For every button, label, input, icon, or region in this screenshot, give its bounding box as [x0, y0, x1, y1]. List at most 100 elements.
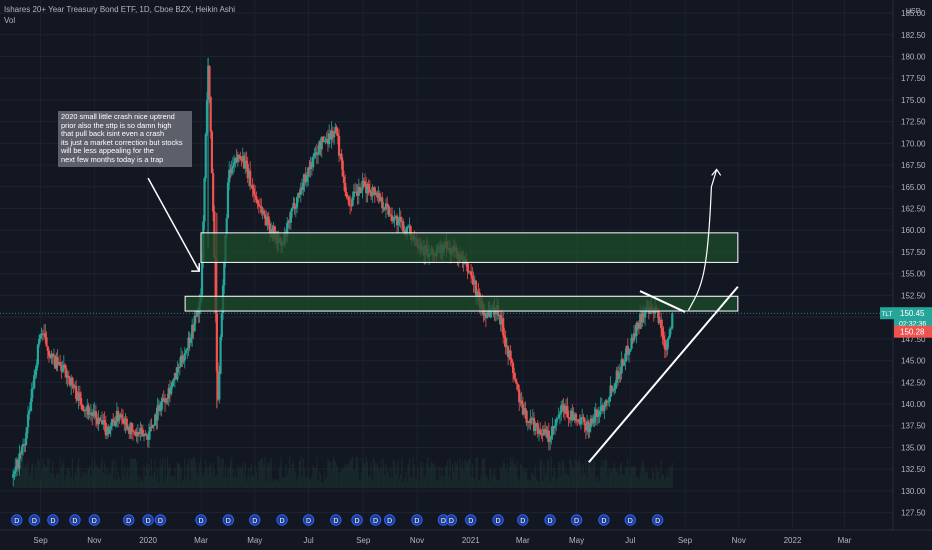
- dividend-marker[interactable]: D: [492, 514, 504, 526]
- dividend-marker[interactable]: D: [142, 514, 154, 526]
- candle-body: [366, 183, 369, 194]
- candle-body: [168, 387, 172, 394]
- volume-bar: [68, 468, 70, 488]
- dividend-marker[interactable]: D: [88, 514, 101, 526]
- dividend-marker[interactable]: D: [570, 514, 583, 526]
- candle-body: [197, 310, 200, 315]
- volume-bar: [324, 479, 327, 488]
- volume-bar: [197, 475, 199, 488]
- dividend-marker-glyph: D: [72, 518, 77, 525]
- supply-zone[interactable]: [184, 295, 739, 312]
- candle-body: [33, 375, 36, 388]
- dividend-marker[interactable]: D: [411, 514, 423, 526]
- dividend-marker[interactable]: D: [69, 514, 81, 526]
- dividend-marker-circle: [222, 514, 235, 526]
- candle-body: [98, 417, 101, 422]
- dividend-marker[interactable]: D: [222, 514, 235, 526]
- dividend-marker[interactable]: D: [154, 514, 167, 526]
- dividend-marker[interactable]: D: [195, 514, 207, 526]
- volume-bar: [492, 473, 494, 488]
- dividend-marker[interactable]: D: [276, 514, 288, 526]
- y-tick-label: 182.50: [901, 31, 926, 40]
- dividend-marker[interactable]: D: [47, 514, 59, 526]
- dividend-marker[interactable]: D: [369, 514, 382, 526]
- volume-bar: [243, 472, 245, 488]
- candle-body: [403, 230, 406, 232]
- dividend-marker[interactable]: D: [123, 514, 135, 526]
- volume-label[interactable]: Vol: [4, 16, 16, 25]
- candle-body: [540, 433, 543, 435]
- dividend-marker[interactable]: D: [302, 514, 315, 526]
- dividend-marker[interactable]: D: [351, 514, 363, 526]
- trendline[interactable]: [588, 286, 739, 463]
- volume-bar: [533, 476, 535, 488]
- candle-body: [261, 210, 264, 213]
- volume-bar: [461, 460, 464, 488]
- dividend-marker[interactable]: D: [624, 514, 637, 526]
- dividend-marker[interactable]: D: [11, 514, 23, 526]
- volume-bar: [360, 473, 362, 488]
- dividend-marker[interactable]: D: [330, 514, 342, 526]
- volume-bar: [646, 471, 649, 488]
- dividend-marker[interactable]: D: [465, 514, 477, 526]
- candle-body: [56, 357, 59, 365]
- dividend-marker[interactable]: D: [445, 514, 458, 526]
- volume-bar: [323, 471, 325, 488]
- candle-body: [191, 324, 194, 338]
- candle-body: [582, 417, 585, 419]
- volume-bar: [259, 460, 261, 488]
- candle-body: [361, 180, 364, 191]
- dividend-marker[interactable]: D: [249, 514, 261, 526]
- candle-body: [562, 404, 565, 411]
- candle-body: [252, 188, 255, 195]
- volume-bar: [131, 459, 133, 488]
- candle-body: [323, 141, 326, 143]
- dividend-marker-glyph: D: [50, 518, 55, 525]
- candle-body: [341, 160, 344, 177]
- annotation-note[interactable]: 2020 small little crash nice uptrend pri…: [58, 111, 192, 167]
- dividend-marker[interactable]: D: [598, 514, 610, 526]
- dividend-marker[interactable]: D: [651, 514, 664, 526]
- trendline[interactable]: [639, 290, 686, 313]
- candle-body: [292, 203, 295, 208]
- candle-body: [503, 335, 506, 338]
- candle-body: [160, 402, 163, 411]
- projection-arrow[interactable]: [687, 169, 718, 311]
- candle-body: [357, 187, 360, 196]
- volume-bar: [210, 462, 212, 488]
- volume-bar: [329, 462, 332, 488]
- volume-bar: [579, 456, 581, 488]
- volume-bar: [624, 466, 626, 488]
- dividend-marker[interactable]: D: [517, 514, 529, 526]
- volume-bar: [294, 471, 296, 488]
- volume-bar: [567, 475, 570, 488]
- dividend-marker-glyph: D: [441, 518, 446, 525]
- volume-bar: [180, 469, 182, 488]
- supply-zone[interactable]: [200, 232, 739, 263]
- y-tick-label: 157.50: [901, 248, 926, 257]
- candle-body: [257, 204, 260, 207]
- volume-bar: [322, 481, 324, 488]
- volume-bar: [614, 468, 617, 488]
- candle-body: [186, 348, 189, 351]
- volume-bar: [17, 463, 19, 488]
- dividend-marker-glyph: D: [468, 518, 473, 525]
- candle-body: [524, 408, 527, 411]
- candle-body: [54, 355, 57, 369]
- candle-body: [391, 215, 394, 222]
- dividend-marker[interactable]: D: [28, 514, 41, 526]
- pointer-arrow[interactable]: [147, 177, 200, 272]
- candle-body: [103, 420, 106, 423]
- volume-bar: [389, 477, 391, 488]
- dividend-marker-circle: [276, 514, 288, 526]
- dividend-marker[interactable]: D: [544, 514, 556, 526]
- y-tick-label: 180.00: [901, 52, 926, 61]
- symbol-title[interactable]: Ishares 20+ Year Treasury Bond ETF, 1D, …: [4, 5, 236, 14]
- candle-body: [97, 417, 100, 425]
- candle-body: [50, 353, 53, 358]
- volume-bar: [581, 474, 583, 488]
- candle-body: [230, 168, 233, 174]
- dividend-marker[interactable]: D: [383, 514, 396, 526]
